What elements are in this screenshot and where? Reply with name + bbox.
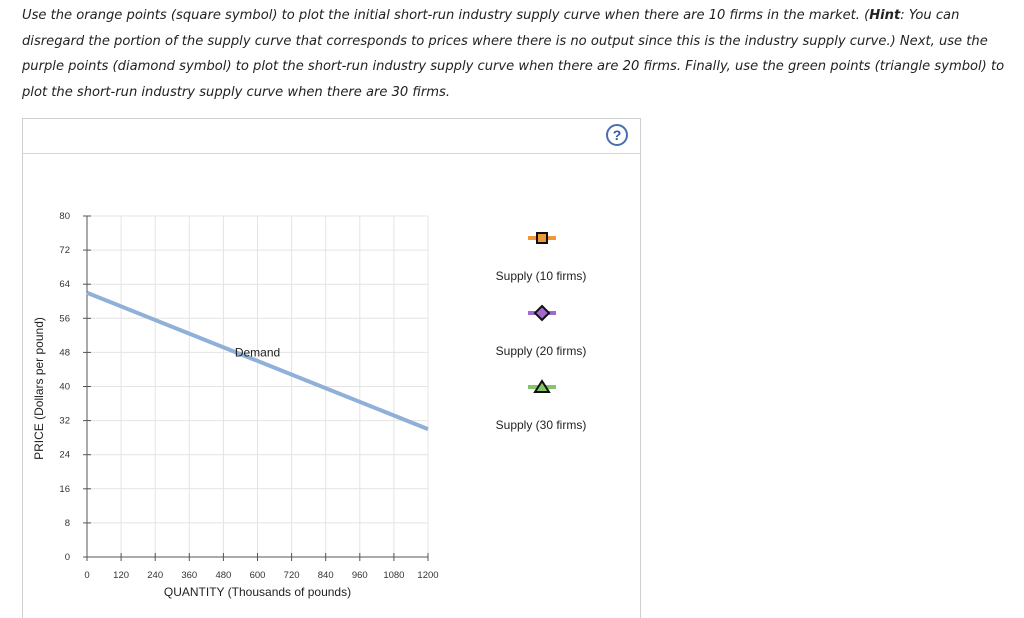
- x-tick-label: 0: [84, 570, 89, 581]
- y-tick-label: 8: [65, 518, 70, 529]
- y-tick-label: 0: [65, 552, 70, 563]
- y-tick-label: 48: [59, 347, 70, 358]
- hint-label: Hint: [869, 8, 901, 23]
- supply-20-firms-diamond-tool[interactable]: [533, 304, 551, 322]
- demand-label: Demand: [235, 345, 280, 359]
- x-tick-label: 600: [250, 570, 266, 581]
- x-tick-label: 240: [147, 570, 163, 581]
- instructions-part2: : You can disregard the portion of the s…: [22, 8, 1005, 100]
- x-tick-label: 720: [284, 570, 300, 581]
- supply-30-firms-triangle-tool[interactable]: [533, 379, 551, 393]
- y-tick-label: 40: [59, 382, 70, 393]
- x-axis-label: QUANTITY (Thousands of pounds): [164, 585, 351, 599]
- y-tick-label: 32: [59, 416, 70, 427]
- instructions: Use the orange points (square symbol) to…: [22, 3, 1007, 105]
- x-tick-label: 360: [181, 570, 197, 581]
- x-tick-label: 120: [113, 570, 129, 581]
- graph-panel: ?: [22, 118, 641, 618]
- y-axis-label: PRICE (Dollars per pound): [32, 317, 46, 460]
- y-tick-label: 16: [59, 484, 70, 495]
- y-tick-label: 64: [59, 279, 70, 290]
- palette-label: Supply (30 firms): [496, 418, 587, 432]
- x-tick-label: 1200: [417, 570, 438, 581]
- y-tick-label: 24: [59, 450, 70, 461]
- demand-curve[interactable]: [86, 290, 429, 431]
- help-button[interactable]: ?: [606, 124, 628, 146]
- x-tick-label: 1080: [383, 570, 404, 581]
- x-tick-label: 480: [215, 570, 231, 581]
- palette-label: Supply (20 firms): [496, 344, 587, 358]
- supply-10-firms-square-tool[interactable]: [536, 232, 548, 244]
- y-tick-label: 72: [59, 245, 70, 256]
- y-tick-label: 80: [59, 211, 70, 222]
- x-tick-label: 960: [352, 570, 368, 581]
- palette-label: Supply (10 firms): [496, 269, 587, 283]
- y-tick-label: 56: [59, 313, 70, 324]
- instructions-part1: Use the orange points (square symbol) to…: [22, 8, 870, 23]
- x-tick-label: 840: [318, 570, 334, 581]
- panel-header: ?: [23, 119, 640, 154]
